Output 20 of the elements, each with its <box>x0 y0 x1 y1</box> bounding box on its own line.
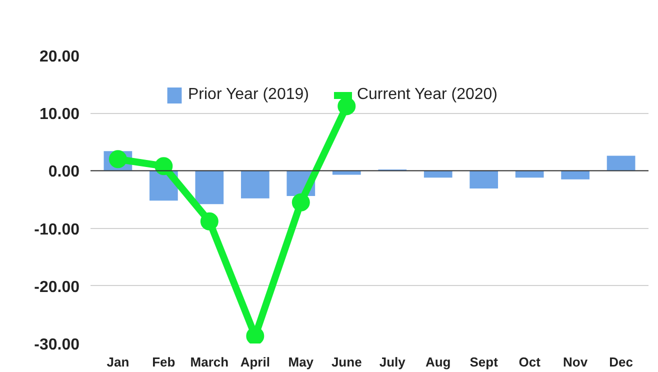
x-tick-label: April <box>240 354 270 370</box>
x-tick-label: March <box>190 354 229 370</box>
y-tick-label: 20.00 <box>39 48 80 66</box>
y-tick-label: -20.00 <box>34 278 80 296</box>
x-tick-label: July <box>379 354 406 370</box>
x-tick-label: Dec <box>609 354 633 370</box>
x-tick-label: Feb <box>152 354 176 370</box>
x-tick-label: Nov <box>563 354 588 370</box>
x-tick-label: Aug <box>425 354 451 370</box>
y-tick-label: -10.00 <box>34 221 80 238</box>
y-tick-label: 0.00 <box>48 164 80 181</box>
legend-label: Prior Year (2019) <box>188 86 309 104</box>
legend-label: Current Year (2020) <box>356 86 498 104</box>
x-tick-label: June <box>331 354 362 370</box>
x-tick-label: May <box>288 354 314 370</box>
x-tick-label: Sept <box>470 354 499 370</box>
x-tick-label: Oct <box>518 354 542 370</box>
y-tick-label: 10.00 <box>39 106 80 124</box>
y-tick-label: -30.00 <box>34 336 80 354</box>
x-tick-label: Jan <box>106 354 130 370</box>
